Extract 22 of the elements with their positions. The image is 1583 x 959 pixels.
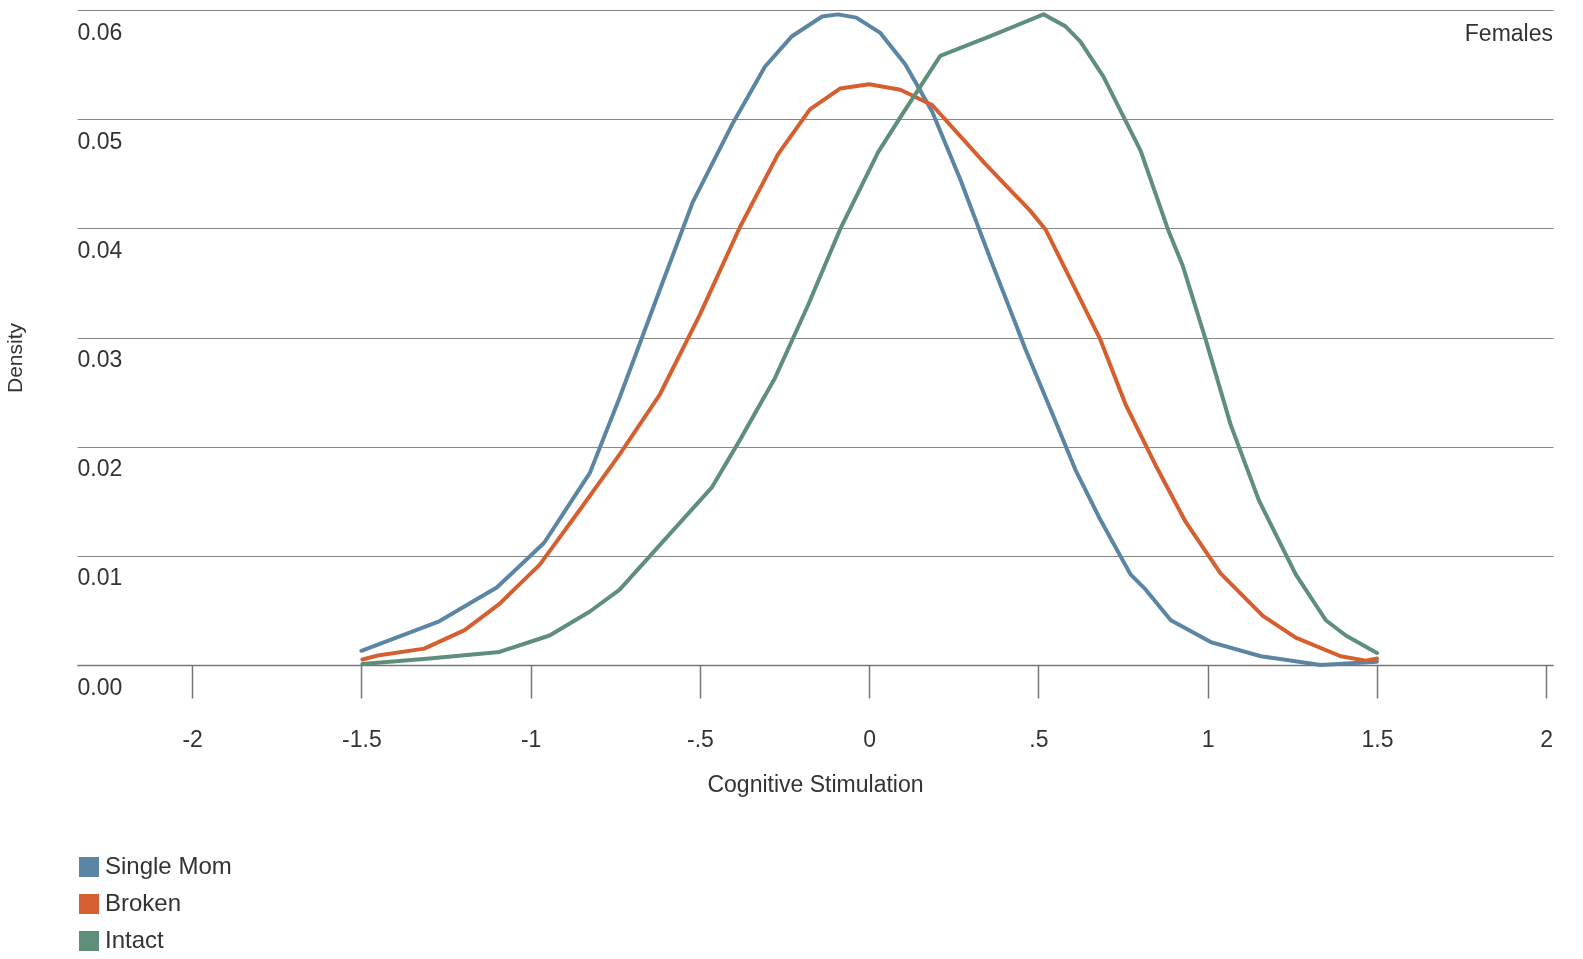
y-tick-label: 0.00 <box>77 673 123 700</box>
x-tick-label: -2 <box>182 725 203 752</box>
x-tick-label: 0 <box>863 725 877 752</box>
x-tick-label: 1 <box>1201 725 1215 752</box>
y-tick-label: 0.04 <box>77 236 123 263</box>
y-tick-label: 0.03 <box>77 346 123 372</box>
x-tick-label: -.5 <box>686 725 714 752</box>
legend-label: Broken <box>105 889 182 916</box>
y-tick-label: 0.06 <box>77 18 123 45</box>
y-tick-label: 0.05 <box>77 127 123 154</box>
legend-label: Intact <box>105 926 165 953</box>
x-tick-label: -1.5 <box>342 725 382 752</box>
y-axis-title: Density <box>2 322 26 394</box>
x-tick-label: 2 <box>1540 725 1554 752</box>
x-tick-label: -1 <box>520 725 542 752</box>
x-tick-label: 1.5 <box>1361 725 1394 752</box>
annotation: Females <box>1464 20 1553 46</box>
legend-label: Single Mom <box>105 852 232 879</box>
x-tick-label: .5 <box>1029 725 1049 752</box>
y-tick-label: 0.02 <box>77 455 123 482</box>
y-tick-label: 0.01 <box>77 564 123 591</box>
x-axis-title: Cognitive Stimulation <box>707 770 924 797</box>
